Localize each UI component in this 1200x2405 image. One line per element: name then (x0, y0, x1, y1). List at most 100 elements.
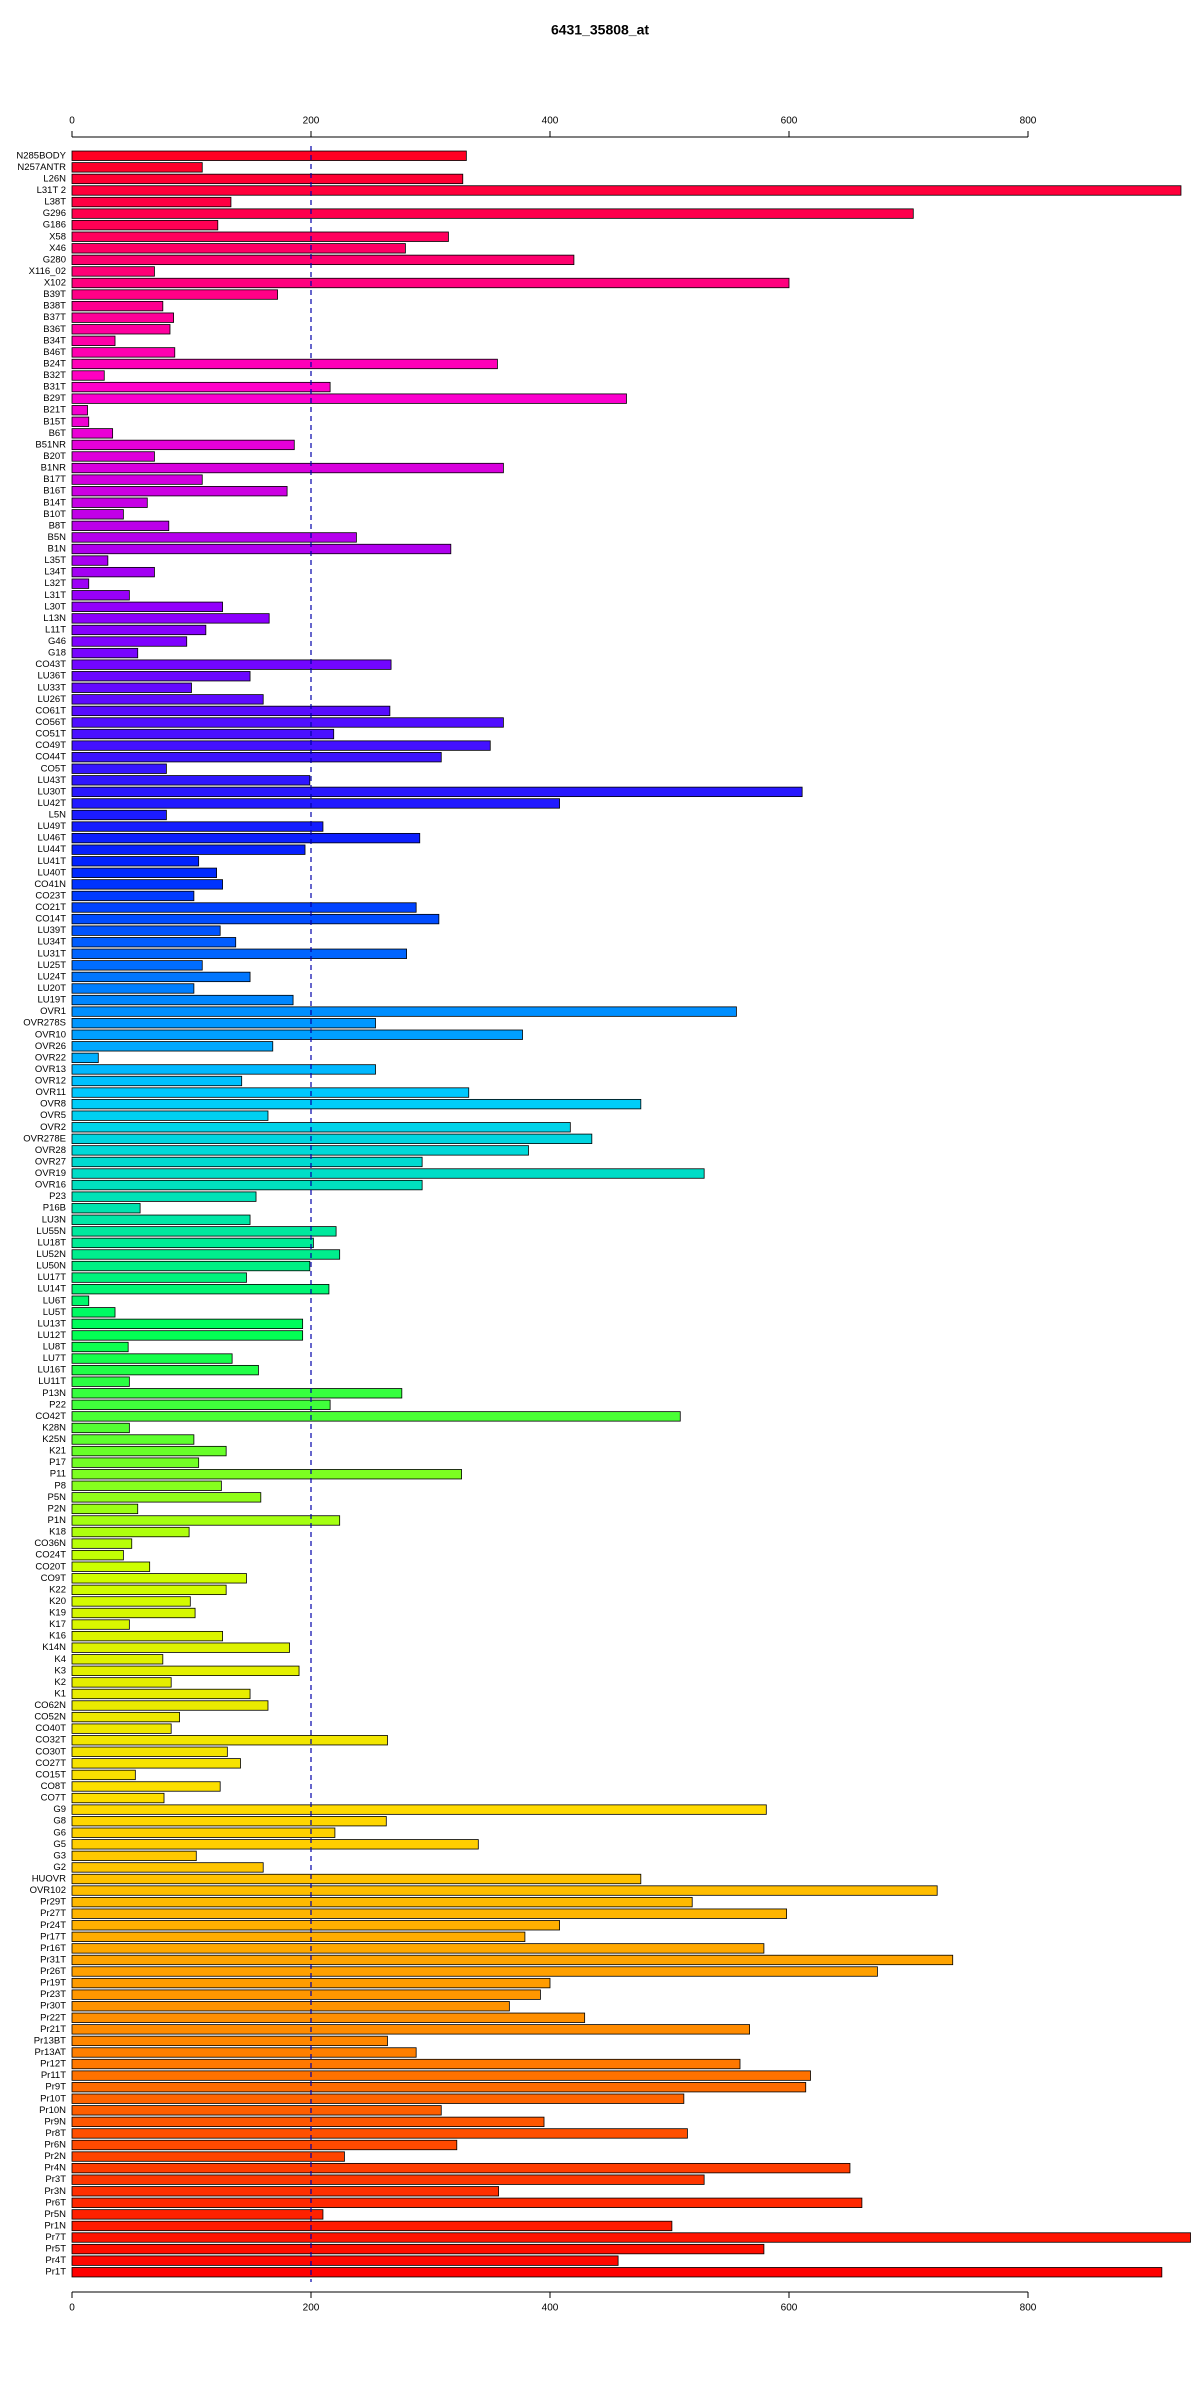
y-tick-label: CO15T (35, 1769, 66, 1780)
bar (71, 1943, 765, 1954)
y-tick-label: LU20T (37, 983, 66, 994)
y-tick-label: P2N (48, 1503, 67, 1514)
y-tick-label: G5 (53, 1839, 66, 1850)
bar (71, 2128, 688, 2139)
bar (71, 1422, 130, 1434)
bar (71, 1064, 376, 1075)
bar (71, 381, 331, 393)
y-tick-label: CO62N (34, 1700, 66, 1711)
bar (71, 1087, 470, 1098)
y-tick-label: OVR278S (23, 1018, 66, 1029)
y-tick-label: CO20T (35, 1561, 66, 1572)
bar (71, 2186, 500, 2197)
bar (71, 1573, 247, 1584)
bar (71, 2082, 807, 2093)
y-tick-label: B16T (43, 486, 66, 497)
bar (71, 1862, 264, 1873)
y-tick-label: L30T (44, 601, 66, 612)
bar (71, 717, 504, 728)
y-tick-label: CO49T (35, 740, 66, 751)
bar (71, 2162, 851, 2174)
y-tick-label: B38T (43, 301, 66, 312)
y-tick-label: G296 (43, 208, 66, 219)
bar (71, 2197, 863, 2208)
bar (71, 1307, 116, 1318)
bar (71, 1538, 133, 1549)
y-tick-label: N257ANTR (17, 162, 66, 173)
y-tick-label: Pr9N (44, 2116, 66, 2127)
y-tick-label: P22 (49, 1399, 66, 1410)
bar (71, 705, 391, 717)
y-tick-label: OVR22 (35, 1052, 66, 1063)
y-tick-label: K4 (54, 1654, 66, 1665)
bar (71, 416, 90, 427)
y-tick-label: B34T (43, 335, 66, 346)
bar (71, 1711, 180, 1723)
y-tick-label: LU49T (37, 821, 66, 832)
bar (71, 1804, 767, 1815)
bar (71, 543, 452, 555)
bar (71, 601, 223, 612)
bar (71, 243, 406, 254)
bar (71, 428, 114, 439)
y-tick-label: OVR28 (35, 1145, 66, 1156)
y-tick-label: OVR1 (40, 1006, 66, 1017)
y-tick-label: OVR10 (35, 1029, 66, 1040)
y-tick-label: LU11T (38, 1376, 66, 1387)
bar (71, 740, 491, 751)
bar (71, 1885, 938, 1896)
bar (71, 879, 223, 890)
bar (71, 509, 124, 520)
y-tick-label: LU44T (37, 844, 66, 855)
bar (71, 1873, 642, 1885)
y-tick-label: CO23T (35, 890, 66, 901)
bar (71, 196, 232, 208)
bar (71, 1434, 195, 1445)
x-tick-label: 0 (69, 116, 75, 127)
bar (71, 775, 311, 786)
bar (71, 220, 219, 231)
y-tick-label: LU52N (36, 1249, 66, 1260)
y-tick-label: L13N (43, 613, 66, 624)
y-tick-label: LU18T (37, 1237, 66, 1248)
y-tick-label: LU40T (37, 867, 66, 878)
y-tick-label: LU3N (42, 1214, 66, 1225)
bar (71, 2093, 685, 2104)
bar (71, 694, 264, 705)
x-tick-label: 200 (303, 2303, 320, 2314)
y-tick-label: L32T (44, 578, 66, 589)
y-tick-label: K25N (42, 1434, 66, 1445)
y-tick-label: OVR19 (35, 1168, 66, 1179)
y-tick-label: LU6T (43, 1295, 66, 1306)
y-tick-label: LU13T (37, 1318, 66, 1329)
y-tick-label: CO52N (34, 1712, 66, 1723)
bar (71, 2012, 586, 2023)
y-tick-label: CO21T (35, 902, 66, 913)
y-tick-label: P17 (49, 1457, 66, 1468)
bar (71, 1237, 314, 1249)
y-tick-label: OVR27 (35, 1156, 66, 1167)
bar (71, 2139, 458, 2151)
bar (71, 1596, 191, 1607)
y-tick-label: X58 (49, 231, 66, 242)
y-tick-label: Pr1T (45, 2267, 66, 2278)
y-tick-label: LU43T (37, 775, 66, 786)
y-tick-label: LU16T (37, 1365, 66, 1376)
y-tick-label: P16B (43, 1203, 66, 1214)
y-tick-label: CO32T (35, 1735, 66, 1746)
y-tick-label: Pr6T (45, 2197, 66, 2208)
bar (71, 1214, 251, 1225)
bar (71, 231, 449, 242)
y-tick-label: Pr27T (40, 1908, 66, 1919)
bar (71, 1341, 129, 1353)
bar (71, 971, 251, 983)
bar (71, 2220, 673, 2232)
x-tick-label: 200 (303, 116, 320, 127)
y-tick-label: CO41N (34, 879, 66, 890)
y-tick-label: OVR5 (40, 1110, 66, 1121)
bar (71, 1700, 269, 1711)
y-tick-label: X116_02 (29, 266, 66, 277)
y-tick-label: B15T (43, 416, 66, 427)
y-tick-label: OVR16 (35, 1180, 66, 1191)
y-tick-label: Pr16T (40, 1943, 66, 1954)
